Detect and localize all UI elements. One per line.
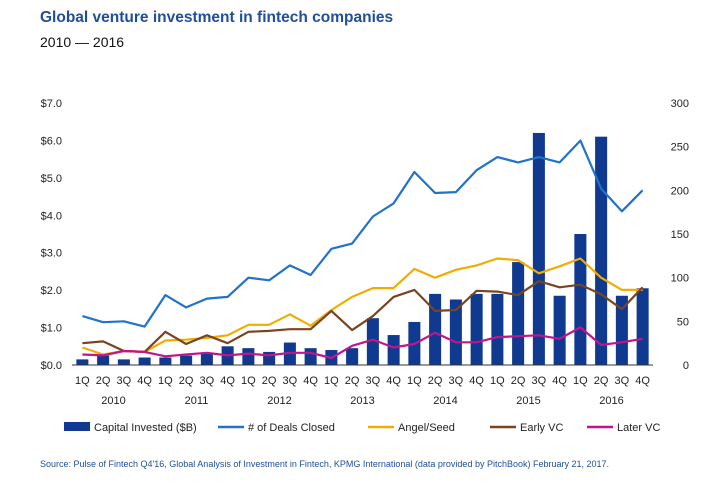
bar-capital-invested	[470, 293, 483, 365]
y-right-tick-label: 200	[671, 185, 689, 197]
x-quarter-label: 1Q	[75, 375, 90, 387]
x-quarter-label: 3Q	[449, 375, 464, 387]
legend-label-of-deals-closed: # of Deals Closed	[248, 422, 335, 434]
line-angel-seed	[82, 257, 643, 356]
bar-capital-invested	[304, 348, 317, 365]
bar-capital-invested	[117, 359, 130, 365]
bar-capital-invested	[387, 335, 400, 365]
legend-label-later-vc: Later VC	[617, 422, 660, 434]
x-quarter-label: 3Q	[117, 375, 132, 387]
x-quarter-label: 4Q	[220, 375, 235, 387]
x-quarter-label: 4Q	[469, 375, 484, 387]
x-quarter-label: 1Q	[573, 375, 588, 387]
x-quarter-label: 2Q	[179, 375, 194, 387]
bar-capital-invested	[512, 262, 525, 365]
y-left-tick-label: $7.0	[41, 98, 62, 110]
x-year-label: 2015	[516, 395, 540, 407]
bar-capital-invested	[595, 136, 608, 365]
y-left-tick-label: $5.0	[41, 173, 62, 185]
y-left-tick-label: $4.0	[41, 210, 62, 222]
x-quarter-label: 1Q	[241, 375, 256, 387]
bar-capital-invested	[449, 299, 462, 365]
bar-capital-invested	[138, 357, 151, 365]
x-quarter-label: 3Q	[532, 375, 547, 387]
bar-capital-invested	[574, 234, 587, 365]
line-early-vc	[82, 280, 644, 353]
line-later-vc	[82, 326, 643, 360]
bar-capital-invested	[553, 295, 566, 365]
y-right-tick-label: 100	[671, 273, 689, 285]
y-left-tick-label: $0.0	[41, 360, 62, 372]
y-right-tick-label: 0	[683, 360, 689, 372]
x-quarter-label: 3Q	[366, 375, 381, 387]
legend-label-capital-invested-b: Capital Invested ($B)	[94, 422, 197, 434]
x-quarter-label: 1Q	[407, 375, 422, 387]
y-left-tick-label: $2.0	[41, 285, 62, 297]
legend-label-early-vc: Early VC	[520, 422, 563, 434]
bar-capital-invested	[97, 355, 110, 365]
x-quarter-label: 1Q	[324, 375, 339, 387]
x-year-label: 2013	[350, 395, 374, 407]
x-quarter-label: 4Q	[386, 375, 401, 387]
x-quarter-label: 2Q	[428, 375, 443, 387]
x-year-label: 2016	[599, 395, 623, 407]
x-quarter-label: 3Q	[615, 375, 630, 387]
x-quarter-label: 4Q	[552, 375, 567, 387]
line-of-deals-closed	[82, 139, 644, 328]
bar-capital-invested	[636, 288, 649, 365]
y-left-tick-label: $1.0	[41, 323, 62, 335]
bar-capital-invested	[615, 295, 628, 365]
bar-capital-invested	[346, 348, 359, 365]
x-quarter-label: 2Q	[262, 375, 277, 387]
y-left-tick-label: $3.0	[41, 248, 62, 260]
x-quarter-label: 4Q	[635, 375, 650, 387]
x-quarter-label: 1Q	[490, 375, 505, 387]
chart-title: Global venture investment in fintech com…	[40, 9, 394, 26]
bar-capital-invested	[366, 318, 379, 365]
y-left-tick-label: $6.0	[41, 135, 62, 147]
x-quarter-label: 2Q	[594, 375, 609, 387]
x-quarter-label: 1Q	[158, 375, 173, 387]
x-quarter-label: 3Q	[200, 375, 215, 387]
x-quarter-label: 2Q	[96, 375, 111, 387]
x-year-label: 2010	[101, 395, 125, 407]
bar-capital-invested	[429, 293, 442, 365]
source-note: Source: Pulse of Fintech Q4'16, Global A…	[40, 459, 610, 469]
x-quarter-label: 4Q	[303, 375, 318, 387]
x-quarter-label: 3Q	[283, 375, 298, 387]
y-right-tick-label: 150	[671, 229, 689, 241]
y-right-tick-label: 250	[671, 142, 689, 154]
bar-capital-invested	[76, 359, 89, 365]
chart-subtitle: 2010 — 2016	[40, 34, 125, 50]
y-right-tick-label: 50	[677, 316, 689, 328]
bar-capital-invested	[200, 353, 213, 365]
x-quarter-label: 2Q	[345, 375, 360, 387]
bar-capital-invested	[491, 293, 504, 365]
x-quarter-label: 2Q	[511, 375, 526, 387]
x-year-label: 2012	[267, 395, 291, 407]
x-quarter-label: 4Q	[137, 375, 152, 387]
bar-capital-invested	[180, 355, 193, 365]
x-year-label: 2014	[433, 395, 457, 407]
y-right-tick-label: 300	[671, 98, 689, 110]
bar-capital-invested	[242, 348, 255, 365]
legend-swatch-capital-invested-b	[64, 422, 90, 431]
bar-capital-invested	[159, 357, 172, 365]
x-year-label: 2011	[185, 395, 209, 407]
legend-label-angel-seed: Angel/Seed	[398, 422, 455, 434]
bar-capital-invested	[532, 132, 545, 365]
